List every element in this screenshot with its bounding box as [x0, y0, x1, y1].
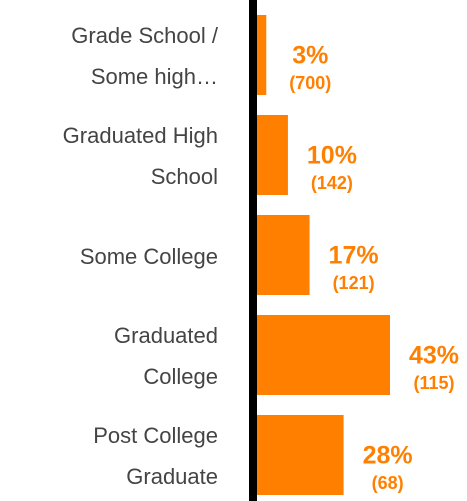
count-label: (68): [372, 473, 404, 493]
category-label: Graduated: [114, 323, 218, 348]
category-label: School: [151, 164, 218, 189]
category-label: Some College: [80, 244, 218, 269]
value-label: 28%: [363, 442, 413, 470]
category-label: Some high…: [91, 64, 218, 89]
axis-line: [249, 0, 257, 501]
category-label: Graduated High: [63, 123, 218, 148]
count-label: (142): [311, 173, 353, 193]
value-label: 43%: [409, 342, 459, 370]
count-label: (121): [333, 273, 375, 293]
bar: [257, 315, 390, 395]
bar: [257, 15, 267, 95]
count-label: (115): [413, 373, 454, 393]
category-label: Graduate: [126, 464, 218, 489]
value-label: 17%: [329, 242, 379, 270]
bar: [257, 215, 310, 295]
category-label: College: [143, 364, 218, 389]
bar: [257, 415, 344, 495]
category-label: Post College: [93, 423, 218, 448]
category-label: Grade School /: [71, 23, 219, 48]
value-label: 3%: [292, 42, 328, 70]
bar: [257, 115, 288, 195]
value-label: 10%: [307, 142, 357, 170]
count-label: (700): [289, 73, 331, 93]
